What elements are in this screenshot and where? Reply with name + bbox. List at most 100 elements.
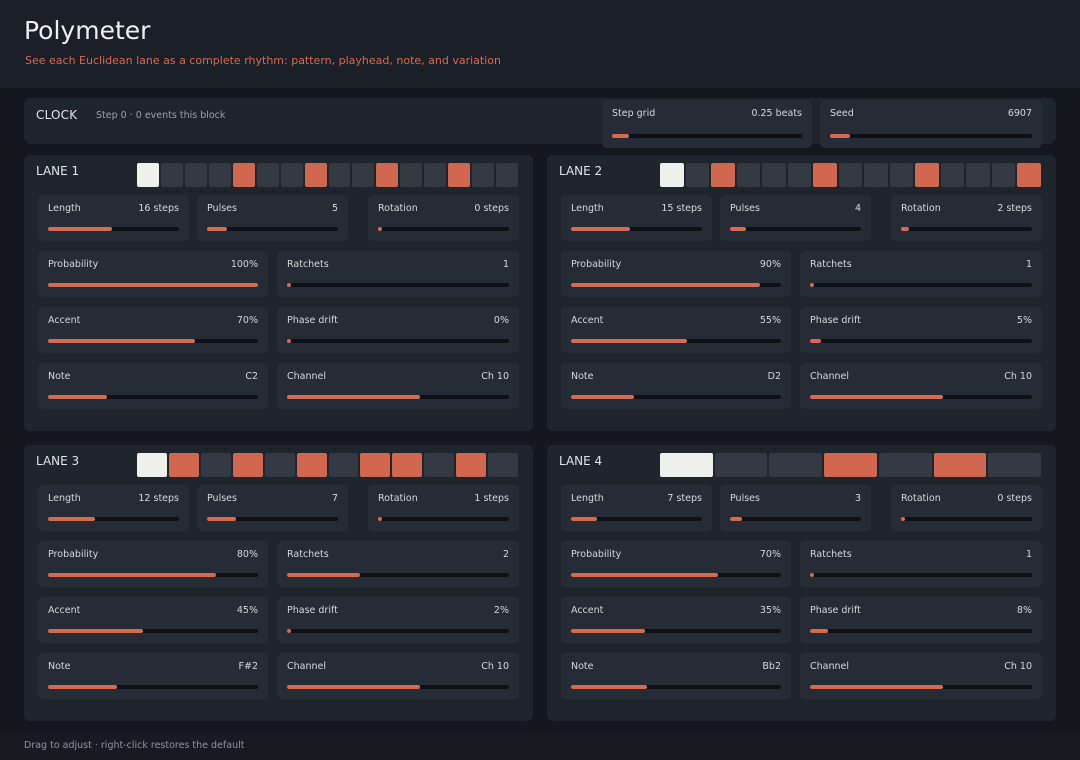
rotation-control[interactable]: Rotation 2 steps bbox=[891, 195, 1042, 241]
probability-control[interactable]: Probability 100% bbox=[38, 251, 268, 297]
slider-track[interactable] bbox=[287, 685, 509, 689]
step-rest[interactable] bbox=[472, 163, 495, 187]
step-rest[interactable] bbox=[488, 453, 519, 477]
step-playhead[interactable] bbox=[660, 453, 713, 477]
step-pulse[interactable] bbox=[304, 163, 327, 187]
step-pulse[interactable] bbox=[360, 453, 391, 477]
slider-track[interactable] bbox=[730, 227, 861, 231]
pulses-control[interactable]: Pulses 5 bbox=[197, 195, 348, 241]
slider-track[interactable] bbox=[207, 227, 338, 231]
slider-track[interactable] bbox=[810, 685, 1032, 689]
step-rest[interactable] bbox=[352, 163, 375, 187]
step-rest[interactable] bbox=[264, 453, 295, 477]
accent-control[interactable]: Accent 70% bbox=[38, 307, 268, 353]
channel-control[interactable]: Channel Ch 10 bbox=[277, 653, 519, 699]
length-control[interactable]: Length 7 steps bbox=[561, 485, 712, 531]
slider-track[interactable] bbox=[48, 283, 258, 287]
step-rest[interactable] bbox=[400, 163, 423, 187]
slider-track[interactable] bbox=[901, 517, 1032, 521]
channel-control[interactable]: Channel Ch 10 bbox=[800, 653, 1042, 699]
slider-track[interactable] bbox=[901, 227, 1032, 231]
phase-drift-control[interactable]: Phase drift 2% bbox=[277, 597, 519, 643]
accent-control[interactable]: Accent 35% bbox=[561, 597, 791, 643]
pulses-control[interactable]: Pulses 7 bbox=[197, 485, 348, 531]
step-pulse[interactable] bbox=[232, 163, 255, 187]
pulses-control[interactable]: Pulses 3 bbox=[720, 485, 871, 531]
step-rest[interactable] bbox=[280, 163, 303, 187]
step-grid-control[interactable]: Step grid 0.25 beats bbox=[602, 100, 812, 148]
accent-control[interactable]: Accent 45% bbox=[38, 597, 268, 643]
step-pulse[interactable] bbox=[232, 453, 263, 477]
step-rest[interactable] bbox=[685, 163, 710, 187]
step-rest[interactable] bbox=[256, 163, 279, 187]
slider-track[interactable] bbox=[571, 395, 781, 399]
ratchets-control[interactable]: Ratchets 1 bbox=[800, 251, 1042, 297]
slider-track[interactable] bbox=[48, 685, 258, 689]
step-rest[interactable] bbox=[991, 163, 1016, 187]
probability-control[interactable]: Probability 70% bbox=[561, 541, 791, 587]
step-rest[interactable] bbox=[160, 163, 183, 187]
slider-track[interactable] bbox=[571, 227, 702, 231]
seed-control[interactable]: Seed 6907 bbox=[820, 100, 1042, 148]
step-rest[interactable] bbox=[424, 453, 455, 477]
slider-track[interactable] bbox=[48, 227, 179, 231]
length-control[interactable]: Length 15 steps bbox=[561, 195, 712, 241]
slider-track[interactable] bbox=[810, 573, 1032, 577]
step-rest[interactable] bbox=[762, 163, 786, 187]
phase-drift-control[interactable]: Phase drift 8% bbox=[800, 597, 1042, 643]
channel-control[interactable]: Channel Ch 10 bbox=[800, 363, 1042, 409]
step-rest[interactable] bbox=[864, 163, 888, 187]
slider-track[interactable] bbox=[810, 629, 1032, 633]
slider-track[interactable] bbox=[378, 517, 509, 521]
slider-track[interactable] bbox=[810, 339, 1032, 343]
note-control[interactable]: Note C2 bbox=[38, 363, 268, 409]
step-rest[interactable] bbox=[878, 453, 932, 477]
slider-track[interactable] bbox=[810, 395, 1032, 399]
step-rest[interactable] bbox=[496, 163, 518, 187]
rotation-control[interactable]: Rotation 0 steps bbox=[891, 485, 1042, 531]
pulses-control[interactable]: Pulses 4 bbox=[720, 195, 871, 241]
step-pulse[interactable] bbox=[915, 163, 939, 187]
slider-track[interactable] bbox=[810, 283, 1032, 287]
rotation-control[interactable]: Rotation 1 steps bbox=[368, 485, 519, 531]
channel-control[interactable]: Channel Ch 10 bbox=[277, 363, 519, 409]
slider-track[interactable] bbox=[48, 573, 258, 577]
slider-track[interactable] bbox=[571, 573, 781, 577]
slider-track[interactable] bbox=[571, 685, 781, 689]
step-playhead[interactable] bbox=[137, 453, 167, 477]
slider-track[interactable] bbox=[287, 339, 509, 343]
slider-track[interactable] bbox=[287, 395, 509, 399]
step-pulse[interactable] bbox=[168, 453, 199, 477]
step-pulse[interactable] bbox=[711, 163, 735, 187]
step-rest[interactable] bbox=[736, 163, 761, 187]
note-control[interactable]: Note F#2 bbox=[38, 653, 268, 699]
step-rest[interactable] bbox=[966, 163, 990, 187]
note-control[interactable]: Note Bb2 bbox=[561, 653, 791, 699]
step-rest[interactable] bbox=[328, 453, 359, 477]
step-pulse[interactable] bbox=[824, 453, 877, 477]
step-rest[interactable] bbox=[714, 453, 768, 477]
slider-track[interactable] bbox=[571, 629, 781, 633]
slider-track[interactable] bbox=[287, 573, 509, 577]
slider-track[interactable] bbox=[730, 517, 861, 521]
step-rest[interactable] bbox=[184, 163, 207, 187]
phase-drift-control[interactable]: Phase drift 5% bbox=[800, 307, 1042, 353]
slider-track[interactable] bbox=[378, 227, 509, 231]
step-pulse[interactable] bbox=[376, 163, 399, 187]
step-rest[interactable] bbox=[200, 453, 231, 477]
ratchets-control[interactable]: Ratchets 2 bbox=[277, 541, 519, 587]
step-rest[interactable] bbox=[208, 163, 231, 187]
slider-track[interactable] bbox=[612, 134, 802, 138]
step-rest[interactable] bbox=[988, 453, 1042, 477]
slider-track[interactable] bbox=[207, 517, 338, 521]
step-rest[interactable] bbox=[940, 163, 965, 187]
slider-track[interactable] bbox=[571, 339, 781, 343]
step-pulse[interactable] bbox=[392, 453, 423, 477]
ratchets-control[interactable]: Ratchets 1 bbox=[800, 541, 1042, 587]
step-rest[interactable] bbox=[787, 163, 812, 187]
slider-track[interactable] bbox=[48, 517, 179, 521]
step-rest[interactable] bbox=[769, 453, 823, 477]
accent-control[interactable]: Accent 55% bbox=[561, 307, 791, 353]
step-pulse[interactable] bbox=[1017, 163, 1041, 187]
step-pulse[interactable] bbox=[448, 163, 471, 187]
